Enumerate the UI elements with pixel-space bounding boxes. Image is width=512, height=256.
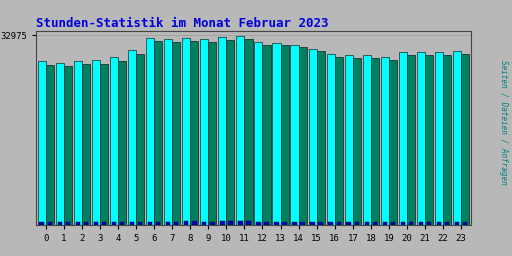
Bar <box>236 36 244 225</box>
Bar <box>281 45 289 225</box>
Bar <box>128 50 136 225</box>
Bar <box>200 39 208 225</box>
Bar <box>84 222 88 225</box>
Bar <box>417 52 425 225</box>
Bar <box>210 221 215 225</box>
Bar <box>399 52 407 225</box>
Bar <box>353 58 361 225</box>
Bar <box>362 55 371 225</box>
Bar <box>391 222 395 225</box>
Bar <box>437 222 441 225</box>
Bar <box>318 222 323 225</box>
Bar <box>64 66 72 225</box>
Bar <box>309 49 316 225</box>
Bar <box>301 222 305 225</box>
Bar <box>310 222 315 225</box>
Bar <box>192 221 197 225</box>
Bar <box>146 38 154 225</box>
Bar <box>246 221 251 225</box>
Bar <box>38 61 46 225</box>
Bar <box>400 222 405 225</box>
Bar <box>298 47 307 225</box>
Bar <box>463 222 467 225</box>
Bar <box>427 222 431 225</box>
Bar <box>156 221 160 225</box>
Bar <box>48 222 52 225</box>
Bar <box>164 39 172 225</box>
Bar <box>345 55 353 225</box>
Bar <box>443 55 451 225</box>
Bar <box>365 222 369 225</box>
Bar <box>138 222 142 225</box>
Bar <box>256 222 261 225</box>
Bar <box>445 222 450 225</box>
Bar <box>292 222 297 225</box>
Bar <box>202 221 206 225</box>
Bar <box>148 221 152 225</box>
Bar <box>316 51 325 225</box>
Bar <box>328 222 333 225</box>
Bar <box>220 221 225 225</box>
Bar <box>453 51 461 225</box>
Bar <box>254 42 263 225</box>
Bar <box>282 222 287 225</box>
Bar <box>118 61 126 225</box>
Bar <box>238 221 243 225</box>
Bar <box>136 54 144 225</box>
Bar <box>120 222 124 225</box>
Bar <box>82 64 90 225</box>
Bar <box>57 222 62 225</box>
Bar <box>381 57 389 225</box>
Bar <box>154 41 162 225</box>
Bar <box>263 45 271 225</box>
Bar <box>373 222 377 225</box>
Bar <box>166 222 170 225</box>
Bar <box>455 222 459 225</box>
Text: Seiten / Dateien / Anfragen: Seiten / Dateien / Anfragen <box>499 60 508 185</box>
Bar <box>336 222 341 225</box>
Bar <box>409 222 413 225</box>
Bar <box>56 63 64 225</box>
Bar <box>190 41 198 225</box>
Bar <box>94 222 98 225</box>
Bar <box>228 221 232 225</box>
Bar <box>172 42 180 225</box>
Bar <box>184 221 188 225</box>
Bar <box>226 40 234 225</box>
Bar <box>461 54 469 225</box>
Bar <box>355 222 359 225</box>
Bar <box>39 222 44 225</box>
Bar <box>264 222 269 225</box>
Bar <box>327 54 335 225</box>
Bar <box>371 58 379 225</box>
Bar <box>435 52 443 225</box>
Bar <box>46 65 54 225</box>
Bar <box>74 61 82 225</box>
Bar <box>347 222 351 225</box>
Bar <box>389 59 397 225</box>
Bar <box>102 222 106 225</box>
Bar <box>110 57 118 225</box>
Bar <box>208 42 217 225</box>
Bar <box>290 45 298 225</box>
Bar <box>382 222 387 225</box>
Bar <box>274 222 279 225</box>
Bar <box>419 222 423 225</box>
Bar <box>218 37 226 225</box>
Bar <box>100 63 108 225</box>
Bar <box>76 222 80 225</box>
Bar <box>92 60 100 225</box>
Bar <box>407 55 415 225</box>
Bar <box>244 39 252 225</box>
Bar <box>112 222 116 225</box>
Bar <box>174 222 179 225</box>
Bar <box>66 222 70 225</box>
Text: Stunden-Statistik im Monat Februar 2023: Stunden-Statistik im Monat Februar 2023 <box>36 17 328 29</box>
Bar <box>272 42 281 225</box>
Bar <box>425 55 433 225</box>
Bar <box>335 57 343 225</box>
Bar <box>182 38 190 225</box>
Bar <box>130 222 134 225</box>
